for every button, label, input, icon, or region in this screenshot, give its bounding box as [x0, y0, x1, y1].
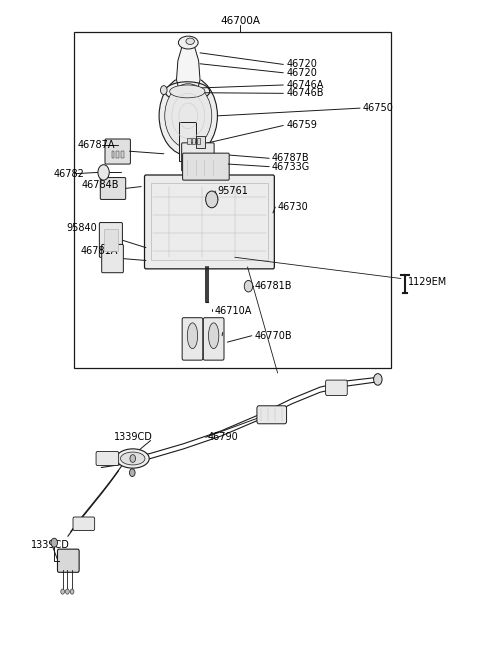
Text: 95761: 95761	[217, 186, 248, 196]
FancyBboxPatch shape	[73, 517, 95, 531]
FancyBboxPatch shape	[102, 245, 123, 273]
Ellipse shape	[169, 85, 205, 98]
Ellipse shape	[187, 323, 198, 348]
FancyBboxPatch shape	[257, 406, 287, 424]
Bar	[104, 229, 118, 251]
Text: 46787B: 46787B	[272, 154, 310, 163]
Ellipse shape	[120, 452, 145, 465]
Text: 46782: 46782	[53, 169, 84, 178]
Circle shape	[159, 76, 217, 155]
FancyBboxPatch shape	[58, 549, 79, 572]
FancyBboxPatch shape	[96, 451, 119, 466]
Bar	[116, 152, 119, 157]
FancyBboxPatch shape	[204, 318, 224, 360]
Bar	[179, 122, 196, 161]
Bar	[187, 138, 191, 144]
Ellipse shape	[179, 36, 198, 49]
Circle shape	[130, 455, 135, 462]
Text: 46710A: 46710A	[214, 306, 252, 316]
Text: 46700A: 46700A	[220, 16, 260, 26]
Ellipse shape	[116, 449, 149, 468]
Circle shape	[160, 86, 167, 94]
Circle shape	[165, 84, 212, 148]
FancyBboxPatch shape	[99, 222, 122, 257]
Text: 46746A: 46746A	[286, 80, 324, 90]
Bar	[111, 152, 114, 157]
Circle shape	[244, 280, 252, 292]
FancyBboxPatch shape	[182, 318, 203, 360]
Bar	[151, 184, 268, 260]
Circle shape	[65, 589, 69, 594]
Circle shape	[130, 469, 135, 476]
Text: 46781B: 46781B	[254, 281, 292, 291]
Text: 1339CD: 1339CD	[31, 540, 70, 550]
Text: 46781A: 46781A	[80, 246, 118, 256]
Text: 46770B: 46770B	[254, 331, 292, 340]
Text: 95840: 95840	[66, 223, 96, 234]
Ellipse shape	[186, 38, 194, 45]
Text: 46746B: 46746B	[286, 89, 324, 98]
Text: 1339CD: 1339CD	[114, 432, 153, 442]
Ellipse shape	[208, 323, 219, 348]
Text: 46784B: 46784B	[82, 180, 119, 190]
Bar	[121, 152, 124, 157]
Text: 46750: 46750	[362, 103, 393, 113]
Bar	[196, 136, 205, 148]
Circle shape	[70, 589, 74, 594]
Text: 46790: 46790	[208, 432, 239, 442]
Bar	[74, 32, 391, 368]
FancyBboxPatch shape	[181, 143, 214, 171]
FancyBboxPatch shape	[100, 178, 126, 199]
Text: 46720: 46720	[286, 60, 317, 70]
Circle shape	[205, 191, 218, 208]
FancyBboxPatch shape	[182, 153, 229, 180]
FancyBboxPatch shape	[325, 380, 347, 396]
Text: 46730: 46730	[277, 202, 308, 212]
Bar	[192, 138, 195, 144]
Text: 1129EM: 1129EM	[408, 277, 448, 287]
Text: 46787A: 46787A	[78, 140, 115, 150]
Text: 46720: 46720	[286, 68, 317, 78]
Circle shape	[373, 374, 382, 385]
Ellipse shape	[165, 82, 210, 101]
Circle shape	[98, 165, 109, 180]
Circle shape	[61, 589, 64, 594]
Bar	[197, 138, 200, 144]
Circle shape	[51, 538, 58, 547]
FancyBboxPatch shape	[105, 139, 131, 164]
FancyBboxPatch shape	[144, 175, 275, 269]
Text: 46733G: 46733G	[272, 161, 310, 172]
Polygon shape	[177, 41, 200, 92]
Text: 46759: 46759	[286, 121, 317, 131]
